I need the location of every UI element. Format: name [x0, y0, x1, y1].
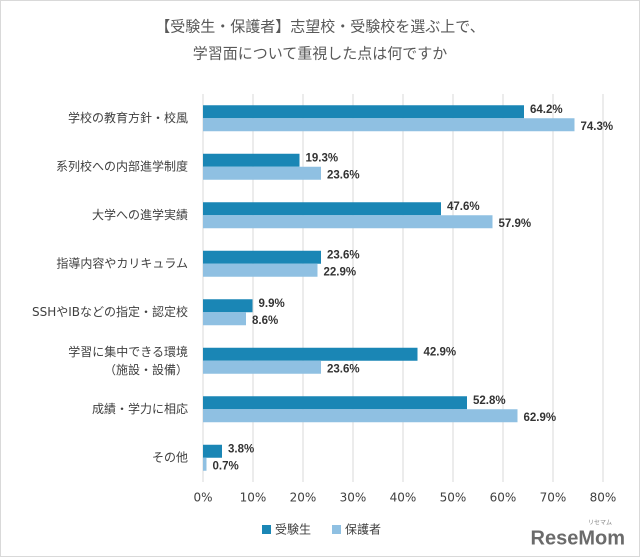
bar [203, 215, 493, 229]
x-tick-label: 80% [590, 491, 617, 505]
bar [203, 105, 524, 119]
bar [203, 263, 318, 277]
x-tick-label: 40% [390, 491, 417, 505]
y-tick-label: 指導内容やカリキュラム [56, 255, 188, 270]
value-label: 52.8% [473, 395, 506, 407]
y-tick-label: SSHやIBなどの指定・認定校 [32, 304, 188, 319]
value-label: 47.6% [447, 201, 480, 213]
x-tick-label: 0% [193, 491, 212, 505]
bar [203, 409, 518, 423]
watermark-kana: リセマム [588, 520, 612, 527]
value-label: 42.9% [424, 346, 457, 358]
y-tick-label: 学習に集中できる環境（施設・設備） [68, 343, 188, 376]
value-label: 23.6% [327, 363, 360, 375]
value-label: 0.7% [213, 460, 239, 472]
value-label: 23.6% [327, 169, 360, 181]
value-label: 57.9% [499, 218, 532, 230]
value-label: 23.6% [327, 249, 360, 261]
bar [203, 118, 575, 132]
bar [203, 347, 418, 361]
y-tick-label: 系列校への内部進学制度 [56, 158, 188, 173]
y-tick-label: 学校の教育方針・校風 [68, 110, 188, 125]
value-label: 19.3% [306, 152, 339, 164]
bar [203, 166, 321, 180]
x-tick-label: 60% [490, 491, 517, 505]
y-tick-label: 成績・学力に相応 [92, 401, 188, 416]
y-tick-label: 大学への進学実績 [92, 207, 188, 222]
legend-label: 受験生 [275, 522, 311, 537]
x-tick-label: 30% [340, 491, 367, 505]
watermark: ReseMom [531, 527, 625, 549]
chart-title: 学習面について重視した点は何ですか [193, 45, 448, 63]
x-tick-label: 20% [290, 491, 317, 505]
bar [203, 153, 300, 167]
chart-title: 【受験生・保護者】志望校・受験校を選ぶ上で、 [155, 18, 484, 36]
bar [203, 312, 246, 326]
bar [203, 360, 321, 374]
bar [203, 396, 467, 410]
value-label: 74.3% [581, 121, 614, 133]
bar [203, 250, 321, 264]
value-label: 3.8% [228, 443, 254, 455]
x-tick-label: 50% [440, 491, 467, 505]
bar [203, 444, 222, 458]
legend-swatch [262, 525, 271, 534]
value-label: 62.9% [524, 412, 557, 424]
legend-label: 保護者 [345, 522, 381, 537]
bar [203, 299, 253, 313]
x-tick-label: 10% [240, 491, 267, 505]
bar [203, 457, 207, 471]
value-label: 64.2% [530, 104, 563, 116]
value-label: 8.6% [252, 315, 278, 327]
y-tick-label: その他 [152, 450, 188, 464]
value-label: 22.9% [324, 266, 357, 278]
legend-swatch [332, 525, 341, 534]
value-label: 9.9% [259, 298, 285, 310]
x-tick-label: 70% [540, 491, 567, 505]
bar [203, 202, 441, 216]
